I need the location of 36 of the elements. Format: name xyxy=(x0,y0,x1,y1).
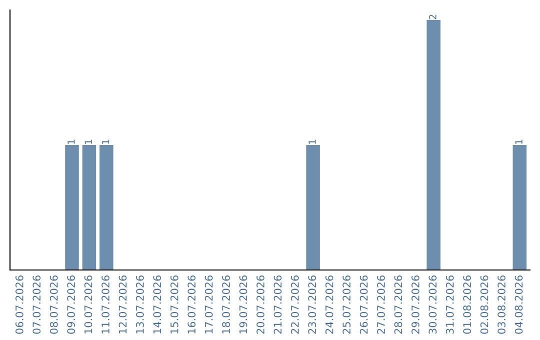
x-tick-label: 15.07.2026 xyxy=(170,276,178,334)
x-tick-label: 13.07.2026 xyxy=(136,276,144,334)
x-tick-label: 18.07.2026 xyxy=(222,276,230,334)
data-label: 2 xyxy=(429,14,436,20)
x-tick-label: 27.07.2026 xyxy=(377,276,385,334)
x-tick-label: 28.07.2026 xyxy=(394,276,402,334)
x-tick-label: 04.08.2026 xyxy=(514,276,523,334)
data-label: 1 xyxy=(102,140,110,144)
x-tick-label: 03.08.2026 xyxy=(498,276,506,334)
x-tick-label: 26.07.2026 xyxy=(360,276,368,334)
x-tick-label: 17.07.2026 xyxy=(204,276,213,334)
x-tick-label: 21.07.2026 xyxy=(274,276,282,334)
x-tick-label: 19.07.2026 xyxy=(239,276,248,334)
data-label: 1 xyxy=(515,140,522,144)
x-tick-label: 11.07.2026 xyxy=(102,276,110,334)
x-tick-label: 14.07.2026 xyxy=(153,276,162,334)
x-tick-label: 30.07.2026 xyxy=(428,276,437,334)
data-label: 1 xyxy=(308,140,316,144)
x-tick-label: 10.07.2026 xyxy=(84,276,92,334)
x-tick-label: 08.07.2026 xyxy=(50,276,58,334)
x-tick-label: 02.08.2026 xyxy=(480,276,488,334)
x-tick-label: 25.07.2026 xyxy=(342,276,351,334)
x-tick-label: 16.07.2026 xyxy=(188,276,196,334)
x-tick-label: 31.07.2026 xyxy=(446,276,454,334)
x-tick-label: 01.08.2026 xyxy=(463,276,472,334)
x-tick-label: 23.07.2026 xyxy=(308,276,316,334)
x-tick-label: 06.07.2026 xyxy=(15,276,24,334)
data-label: 1 xyxy=(84,140,92,144)
x-tick-label: 20.07.2026 xyxy=(256,276,264,334)
x-tick-label: 12.07.2026 xyxy=(118,276,127,334)
x-tick-label: 29.07.2026 xyxy=(412,276,420,334)
data-label: 1 xyxy=(68,140,75,144)
x-tick-label: 24.07.2026 xyxy=(325,276,334,334)
x-tick-label: 07.07.2026 xyxy=(32,276,41,334)
x-tick-label: 09.07.2026 xyxy=(67,276,76,334)
x-tick-label: 22.07.2026 xyxy=(290,276,299,334)
